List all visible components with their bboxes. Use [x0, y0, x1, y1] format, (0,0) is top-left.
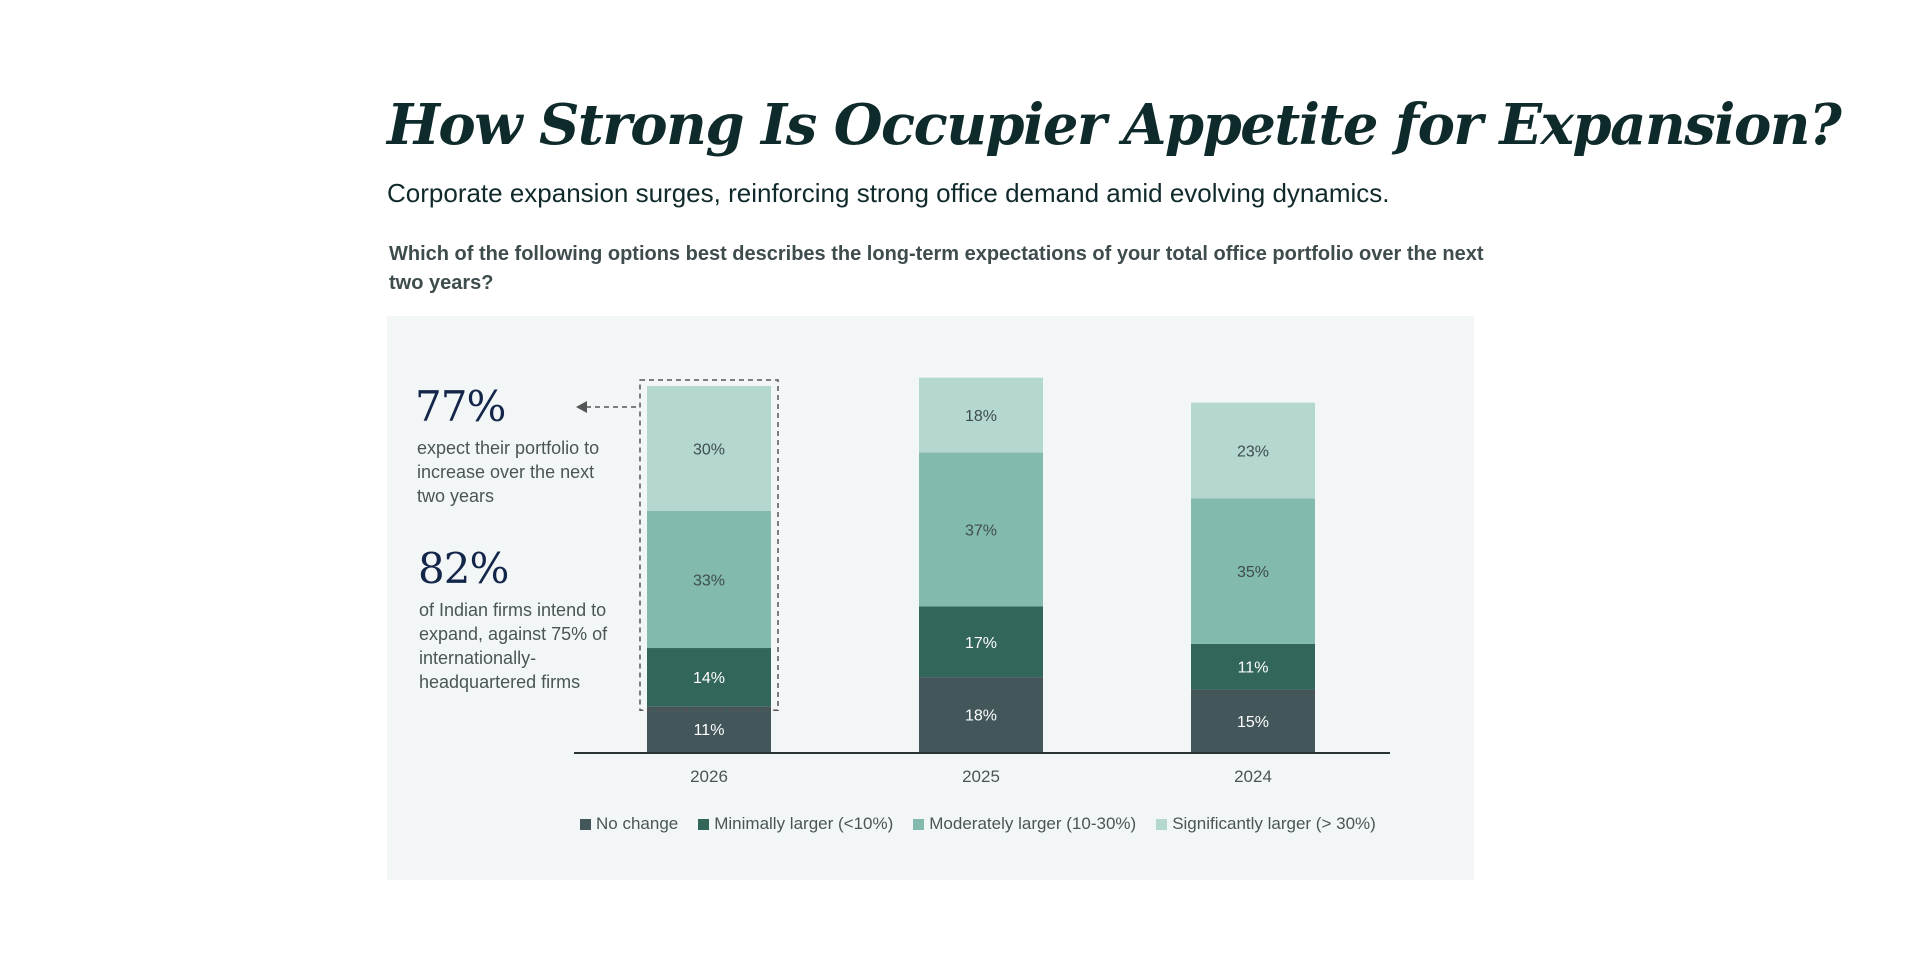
- page-subtitle: Corporate expansion surges, reinforcing …: [387, 178, 1390, 208]
- data-label-2026-1: 14%: [693, 670, 725, 687]
- legend-swatch: [913, 818, 925, 830]
- bar-segment-2025-1: [919, 606, 1043, 678]
- bar-segment-2026-1: [647, 648, 771, 707]
- legend-item-3: Significantly larger (> 30%): [1156, 814, 1376, 834]
- bar-segment-2025-3: [919, 377, 1043, 453]
- page-title: How Strong Is Occupier Appetite for Expa…: [387, 92, 1842, 158]
- bar-segment-2024-0: [1191, 689, 1315, 752]
- data-label-2026-0: 11%: [694, 722, 725, 739]
- callout-82-value: 82%: [418, 544, 509, 593]
- legend-swatch: [698, 818, 710, 830]
- data-label-2024-2: 35%: [1237, 564, 1269, 581]
- legend-item-0: No change: [580, 814, 678, 834]
- callout-arrow-head: [576, 401, 587, 413]
- bar-segment-2026-0: [647, 706, 771, 752]
- legend-label: No change: [596, 814, 679, 833]
- data-label-2026-2: 33%: [693, 572, 725, 589]
- bar-segment-2026-2: [647, 510, 771, 649]
- data-label-2025-0: 18%: [965, 708, 997, 725]
- legend-label: Minimally larger (<10%): [714, 814, 894, 833]
- chart-legend: No change Minimally larger (<10%) Moderate…: [580, 814, 1376, 834]
- x-tick-label-2024: 2024: [1234, 767, 1272, 786]
- legend-label: Moderately larger (10-30%): [929, 814, 1137, 833]
- bar-segment-2026-3: [647, 386, 771, 511]
- bar-segment-2025-0: [919, 677, 1043, 752]
- x-tick-label-2026: 2026: [690, 767, 728, 786]
- bar-segment-2024-2: [1191, 498, 1315, 644]
- data-label-2024-1: 11%: [1238, 660, 1269, 677]
- callout-77-text: expect their portfolio to increase over …: [417, 438, 600, 506]
- data-label-2025-1: 17%: [965, 635, 997, 652]
- legend-swatch: [1156, 818, 1168, 830]
- data-label-2024-3: 23%: [1237, 443, 1269, 460]
- legend-swatch: [580, 818, 591, 830]
- x-tick-label-2025: 2025: [962, 767, 1000, 786]
- bar-segment-2025-2: [919, 452, 1043, 607]
- legend-item-2: Moderately larger (10-30%): [913, 814, 1136, 834]
- data-label-2025-2: 37%: [965, 522, 997, 539]
- bar-segment-2024-1: [1191, 643, 1315, 690]
- callout-82-text: of Indian firms intend to expand, agains…: [419, 600, 608, 692]
- data-label-2025-3: 18%: [965, 408, 997, 425]
- data-label-2024-0: 15%: [1237, 714, 1269, 731]
- survey-question: Which of the following options best desc…: [389, 243, 1484, 294]
- bar-segment-2024-3: [1191, 402, 1315, 499]
- legend-label: Significantly larger (> 30%): [1172, 814, 1376, 833]
- legend-item-1: Minimally larger (<10%): [698, 814, 893, 834]
- callout-77-value: 77%: [415, 382, 506, 431]
- data-label-2026-3: 30%: [693, 441, 725, 458]
